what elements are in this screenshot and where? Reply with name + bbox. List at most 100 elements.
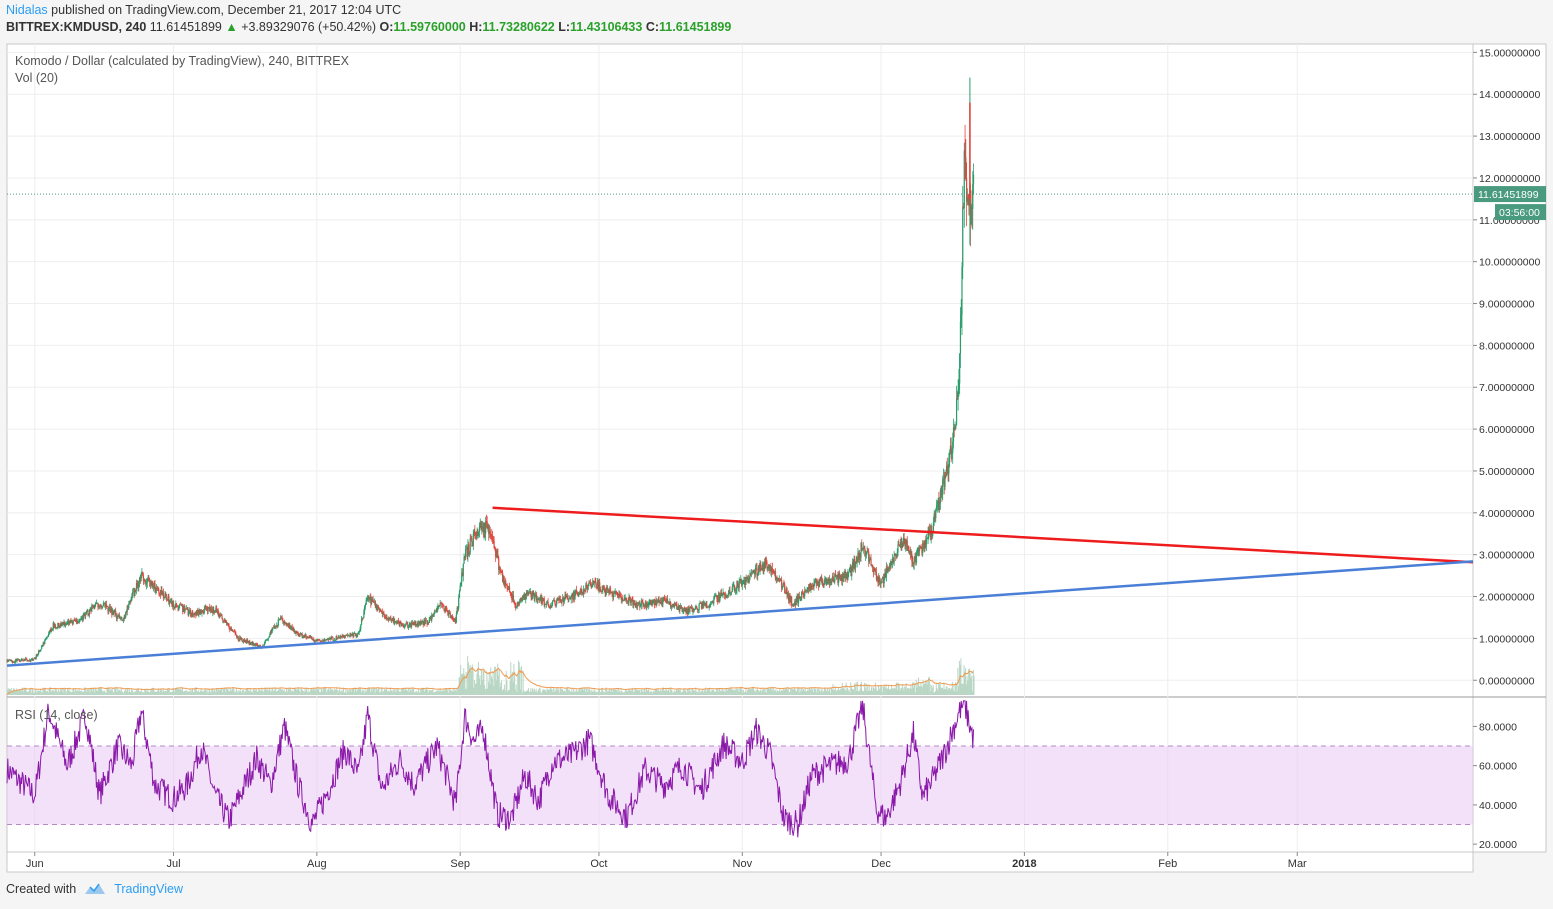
price-tick-label: 12.00000000 [1479, 173, 1540, 185]
candle-body [492, 539, 494, 541]
candle-body [448, 612, 451, 614]
volume-bar [12, 690, 14, 695]
candle-body [612, 594, 614, 598]
candle-body [799, 597, 801, 600]
volume-bar [595, 691, 597, 695]
candle-body [727, 593, 730, 596]
volume-bar [185, 690, 187, 695]
candle-body [512, 595, 514, 601]
volume-bar [715, 691, 717, 695]
candle-body [264, 640, 266, 644]
candle-body [533, 595, 535, 600]
volume-bar [894, 687, 896, 695]
volume-bar [877, 690, 879, 695]
volume-bar [242, 689, 244, 695]
rsi-tick-label: 60.0000 [1479, 761, 1517, 773]
candle-body [969, 189, 972, 225]
volume-bar [97, 690, 99, 695]
volume-bar [84, 687, 86, 695]
candle-body [367, 595, 370, 600]
volume-bar [776, 690, 778, 695]
candle-body [734, 590, 736, 592]
volume-bar [23, 688, 25, 695]
candle-body [107, 606, 109, 612]
candle-body [710, 602, 712, 605]
volume-bar [608, 691, 610, 695]
candle-body [703, 603, 705, 606]
candle-body [262, 644, 264, 647]
candle-body [787, 594, 790, 601]
candle-body [407, 626, 410, 628]
volume-bar [761, 687, 763, 695]
volume-bar [808, 687, 810, 695]
volume-bar [8, 688, 10, 695]
candle-body [42, 642, 44, 646]
volume-bar [102, 690, 104, 695]
volume-bar [909, 688, 911, 695]
candle-body [948, 457, 950, 474]
volume-bar [147, 690, 149, 695]
candle-body [736, 581, 738, 591]
candle-body [844, 571, 846, 576]
volume-bar [483, 671, 485, 695]
volume-bar [54, 691, 56, 695]
volume-bar [240, 691, 242, 695]
volume-bar [916, 687, 918, 695]
candle-body [561, 600, 563, 604]
candle-body [783, 583, 785, 585]
candle-body [69, 620, 71, 622]
candle-body [75, 619, 77, 622]
chart-header: Nidalas published on TradingView.com, De… [6, 2, 1546, 36]
candle-body [283, 621, 285, 623]
candle-body [720, 592, 723, 597]
volume-bar [690, 692, 692, 695]
volume-bar [850, 682, 852, 695]
candle-body [174, 606, 176, 608]
volume-bar [653, 691, 655, 695]
volume-bar [274, 687, 276, 695]
time-axis[interactable] [6, 851, 1474, 873]
candle-body [45, 638, 47, 640]
candle-body [709, 604, 711, 607]
candle-body [532, 591, 534, 598]
volume-bar [780, 690, 782, 695]
volume-bar [817, 688, 819, 695]
volume-bar [129, 691, 131, 695]
candle-body [475, 534, 477, 536]
volume-bar [47, 690, 49, 695]
candle-body [200, 609, 202, 614]
candle-body [697, 608, 699, 611]
trendlines[interactable] [6, 506, 1474, 667]
volume-bar [289, 688, 291, 695]
candle-body [132, 592, 134, 596]
candle-body [579, 588, 582, 594]
up-arrow-icon: ▲ [225, 20, 238, 34]
low-value: 11.43106433 [570, 20, 643, 34]
volume-bar [227, 687, 229, 695]
volume-bar [601, 688, 603, 695]
volume-bar [914, 684, 916, 695]
candle-body [243, 639, 245, 642]
candle-body [891, 562, 893, 564]
volume-bar [447, 690, 449, 695]
volume-bar [347, 690, 349, 695]
candle-body [730, 593, 732, 594]
volume-bar [614, 689, 616, 695]
candle-body [38, 650, 40, 652]
candle-body [197, 612, 199, 615]
candle-body [555, 600, 558, 605]
volume-bar [487, 688, 489, 695]
candle-body [575, 590, 578, 593]
candle-body [449, 612, 451, 618]
volume-bar [905, 683, 907, 695]
volume-bar [575, 691, 577, 695]
volume-bar [75, 690, 77, 695]
volume-bar [726, 690, 728, 695]
volume-bar [914, 692, 916, 695]
volume-bar [296, 690, 298, 695]
price-axis[interactable] [1472, 43, 1547, 853]
tradingview-link[interactable]: TradingView [114, 882, 183, 896]
author-link[interactable]: Nidalas [6, 3, 48, 17]
candle-body [956, 398, 958, 400]
